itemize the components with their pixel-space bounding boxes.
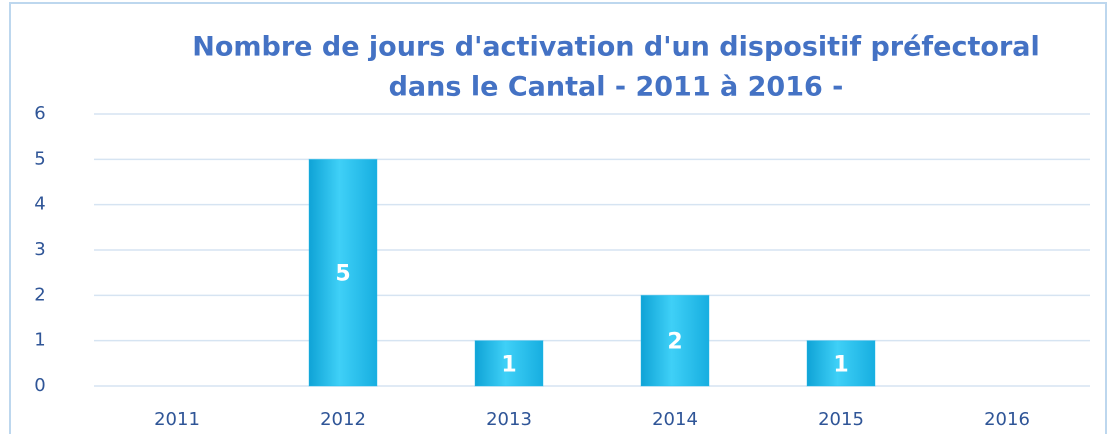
bar <box>640 294 710 387</box>
data-label: 5 <box>335 262 350 287</box>
data-label: 2 <box>667 330 682 355</box>
x-tick-label: 2016 <box>984 409 1030 430</box>
x-tick-label: 2012 <box>320 409 366 430</box>
bar <box>474 340 544 387</box>
x-tick-label: 2011 <box>154 409 200 430</box>
bar <box>308 158 378 387</box>
x-tick-label: 2014 <box>652 409 698 430</box>
chart-title: Nombre de jours d'activation d'un dispos… <box>192 32 1039 63</box>
y-tick-label: 3 <box>34 239 45 260</box>
chart-title: dans le Cantal - 2011 à 2016 - <box>389 72 844 103</box>
y-tick-label: 0 <box>34 375 45 396</box>
y-tick-label: 1 <box>34 330 45 351</box>
y-tick-label: 5 <box>34 148 45 169</box>
frame <box>9 2 1107 434</box>
data-label: 1 <box>833 352 848 377</box>
x-tick-label: 2015 <box>818 409 864 430</box>
bar <box>806 340 876 387</box>
y-tick-label: 6 <box>34 103 45 124</box>
y-tick-label: 4 <box>34 194 45 215</box>
data-label: 1 <box>501 352 516 377</box>
x-tick-label: 2013 <box>486 409 532 430</box>
y-tick-label: 2 <box>34 284 45 305</box>
